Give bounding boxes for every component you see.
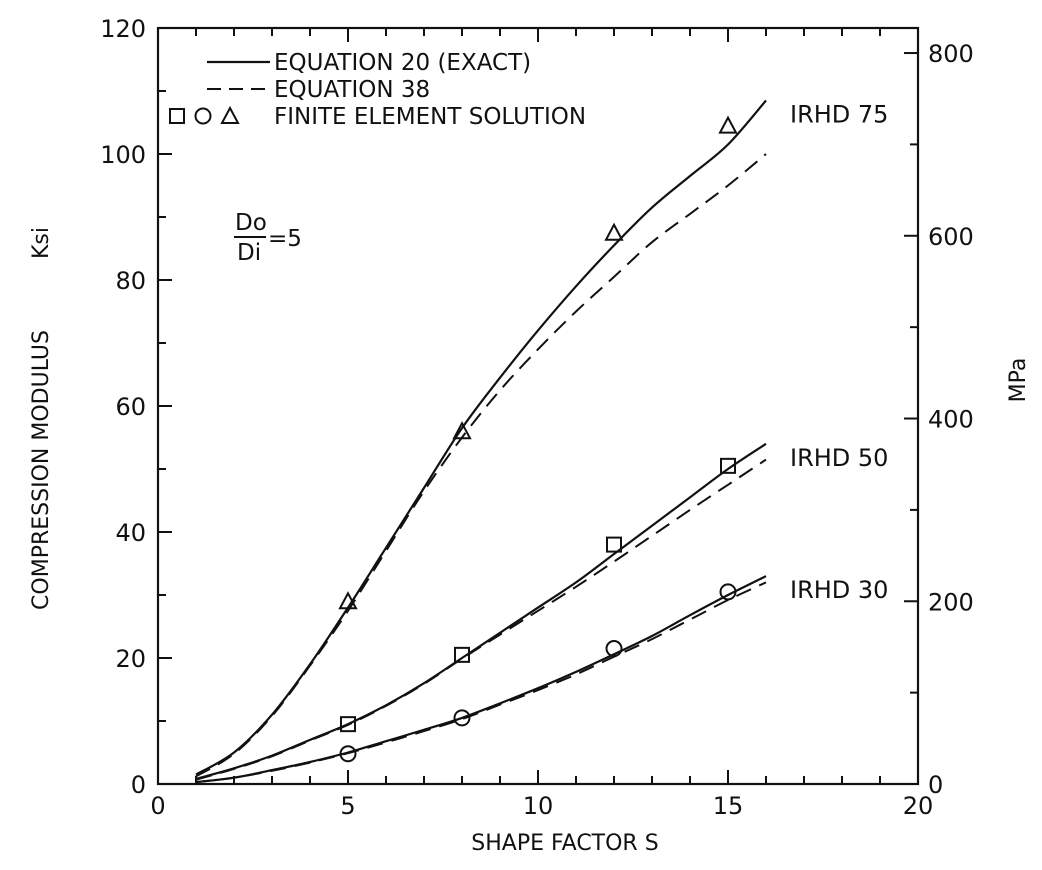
y-axis-title: COMPRESSION MODULUS	[29, 330, 54, 610]
plot-border	[156, 26, 920, 786]
x-tick-label: 20	[903, 792, 934, 820]
y-axis-unit: Ksi	[29, 227, 54, 259]
y2-tick-label: 600	[928, 223, 974, 251]
irhd-30-fe-point	[339, 745, 357, 763]
ratio-annotation: Do Di =5	[234, 210, 302, 266]
legend-square-swatch	[169, 108, 185, 124]
irhd-30-eq38-line	[195, 581, 767, 784]
ratio-denominator: Di	[237, 240, 261, 266]
ratio-relation: =5	[268, 226, 302, 252]
irhd-75-fe-point	[452, 421, 472, 440]
irhd-30-fe-point	[453, 709, 471, 727]
fe-markers	[338, 115, 738, 763]
x-axis-title: SHAPE FACTOR S	[471, 831, 658, 856]
curve-labels: IRHD 75 IRHD 50 IRHD 30	[790, 100, 888, 604]
irhd-75-label: IRHD 75	[790, 100, 888, 128]
irhd-30-label: IRHD 30	[790, 576, 888, 604]
irhd-30-exact-line	[195, 575, 767, 784]
y2-tick-label: 200	[928, 588, 974, 616]
legend-label: EQUATION 20 (EXACT)	[274, 50, 531, 76]
ratio-numerator: Do	[235, 210, 267, 236]
legend-triangle-swatch	[220, 105, 240, 124]
irhd-50-fe-point	[720, 457, 736, 474]
x-tick-label: 5	[340, 792, 355, 820]
irhd-30-fe-point	[719, 583, 737, 601]
x-tick-label: 10	[523, 792, 554, 820]
irhd-50-label: IRHD 50	[790, 444, 888, 472]
irhd-50-fe-point	[340, 716, 356, 733]
irhd-75-eq38-line	[195, 153, 767, 778]
y-tick-label: 100	[100, 141, 146, 169]
x-tick-label: 0	[150, 792, 165, 820]
irhd-75-fe-point	[338, 591, 358, 610]
y-tick-label: 0	[131, 771, 146, 799]
y-tick-label: 40	[115, 519, 146, 547]
irhd-75-fe-point	[604, 222, 624, 241]
irhd-75-fe-point	[718, 115, 738, 134]
y2-tick-label: 0	[928, 771, 943, 799]
irhd-50-fe-point	[606, 536, 622, 553]
irhd-50-exact-line	[195, 442, 767, 781]
y-tick-label: 120	[100, 15, 146, 43]
curves	[195, 99, 767, 784]
legend-label: EQUATION 38	[274, 77, 430, 103]
y2-axis-title: MPa	[1006, 358, 1031, 403]
irhd-50-eq38-line	[195, 458, 767, 781]
y-tick-label: 80	[115, 267, 146, 295]
y-tick-label: 20	[115, 645, 146, 673]
legend-circle-swatch	[194, 107, 212, 125]
irhd-75-exact-line	[195, 99, 767, 776]
x-tick-label: 15	[713, 792, 744, 820]
legend-label: FINITE ELEMENT SOLUTION	[274, 104, 586, 130]
irhd-30-fe-point	[605, 640, 623, 658]
plot-frame	[156, 26, 920, 786]
irhd-50-fe-point	[454, 646, 470, 663]
y-tick-label: 60	[115, 393, 146, 421]
y2-tick-label: 800	[928, 40, 974, 68]
y2-tick-label: 400	[928, 406, 974, 434]
